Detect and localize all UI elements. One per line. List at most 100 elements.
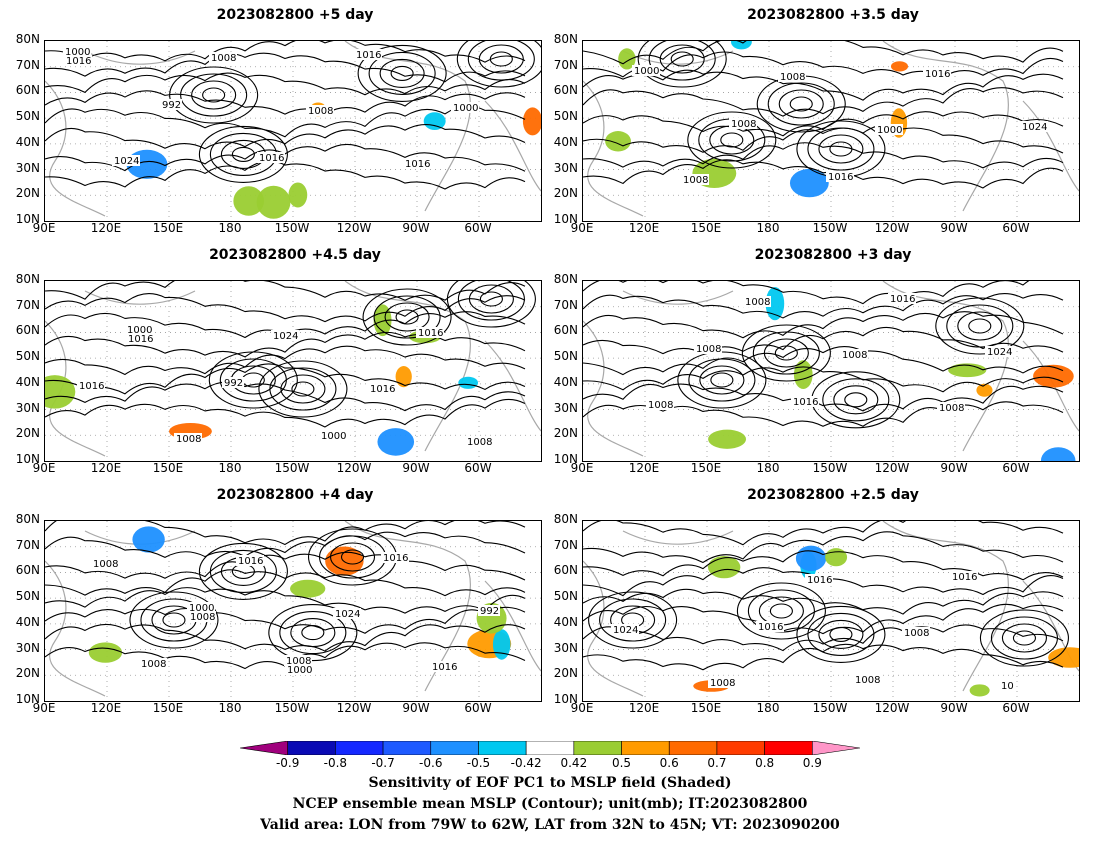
contour-label: 1016	[952, 572, 977, 583]
contour-label: 1008	[467, 437, 492, 448]
panel-title-1: 2023082800 +5 day	[216, 7, 374, 23]
y-axis-label: 70N	[553, 297, 578, 312]
panel-title-2: 2023082800 +3.5 day	[747, 7, 919, 23]
x-axis-label: 150E	[690, 461, 722, 475]
contour-label: 1000	[189, 603, 214, 614]
contour-label: 1008	[286, 656, 311, 667]
colorbar-tick-label: 0.9	[802, 756, 822, 770]
x-axis-label: 120E	[90, 701, 122, 715]
colorbar-swatch	[668, 741, 718, 755]
y-axis-label: 60N	[15, 323, 40, 338]
x-axis-label: 90W	[940, 461, 968, 475]
mslp-contours	[583, 41, 1064, 189]
x-axis-label: 150W	[812, 701, 848, 715]
y-axis-label: 70N	[15, 297, 40, 312]
y-axis-label: 80N	[553, 512, 578, 526]
coastline	[583, 521, 1079, 697]
y-axis-label: 20N	[15, 426, 40, 441]
colorbar-tick-label: -0.5	[466, 756, 491, 770]
y-axis-label: 40N	[15, 134, 40, 149]
grid	[583, 281, 1079, 461]
map-svg-6: 1016 1008 1016 1024 1008 1016 1008 10	[583, 521, 1079, 701]
y-axis-label: 50N	[15, 589, 40, 604]
x-axis-label: 60W	[464, 701, 492, 715]
y-axis-label: 80N	[15, 512, 40, 526]
grid	[45, 281, 541, 461]
y-axis-label: 80N	[553, 272, 578, 286]
y-axis-label: 50N	[553, 349, 578, 364]
y-axis-label: 30N	[553, 400, 578, 415]
contour-label: 1008	[141, 659, 166, 670]
map-svg-4: 1008 1016 1016 1024 1008 1008 1008 1008	[583, 281, 1079, 461]
x-axis-label: 180	[756, 701, 780, 715]
caption-line-1: Sensitivity of EOF PC1 to MSLP field (Sh…	[368, 775, 732, 791]
contour-label: 992	[480, 606, 499, 617]
contour-label: 1008	[648, 400, 673, 411]
panel-title-3: 2023082800 +4.5 day	[209, 247, 381, 263]
y-axis-label: 20N	[15, 186, 40, 201]
x-axis-label: 150E	[152, 221, 184, 235]
x-axis-label: 150E	[690, 221, 722, 235]
colorbar-swatch	[478, 741, 527, 755]
x-axis-label: 120E	[90, 461, 122, 475]
x-axis-label: 60W	[464, 221, 492, 235]
colorbar-swatch	[812, 741, 860, 755]
y-axis-label: 30N	[15, 400, 40, 415]
x-axis-label: 90E	[32, 221, 56, 235]
colorbar-tick-label: 0.7	[707, 756, 727, 770]
contour-label: 1008	[93, 559, 118, 570]
contour-label: 1000	[287, 665, 312, 676]
x-axis-label: 60W	[1002, 221, 1030, 235]
x-axis-label: 90E	[570, 701, 594, 715]
y-axis-label: 10N	[553, 452, 578, 466]
x-axis-label: 90W	[402, 461, 430, 475]
x-axis-label: 150W	[812, 221, 848, 235]
contour-label: 1008	[939, 403, 964, 414]
contour-label: 1016	[418, 328, 443, 339]
contour-label: 1016	[807, 575, 832, 586]
colorbar-swatch	[621, 741, 670, 755]
colorbar-swatch	[430, 741, 479, 755]
contour-label: 1016	[890, 294, 915, 305]
y-axis-label: 40N	[553, 614, 578, 629]
contour-label: 1016	[370, 384, 395, 395]
colorbar-swatch	[335, 741, 384, 755]
map-panel-1: 1000 992 1016 1016 1000 1024 1008 1008 1016 1016	[44, 40, 542, 222]
x-axis-label: 90W	[402, 221, 430, 235]
y-axis-label: 20N	[553, 666, 578, 681]
contour-label: 1024	[987, 347, 1012, 358]
mslp-contours	[583, 521, 1069, 671]
contour-label: 992	[162, 100, 181, 111]
x-axis-label: 120E	[628, 701, 660, 715]
x-axis-label: 180	[218, 221, 242, 235]
colorbar-swatch	[287, 741, 336, 755]
panel-title-4: 2023082800 +3 day	[754, 247, 912, 263]
contour-label: 1000	[634, 66, 659, 77]
contour-label: 1008	[780, 72, 805, 83]
colorbar-tick-label: -0.7	[371, 756, 395, 770]
colorbar-tick-label: -0.42	[510, 756, 542, 770]
x-axis-label: 90E	[570, 461, 594, 475]
y-axis-label: 80N	[15, 32, 40, 46]
x-axis-label: 120W	[336, 221, 372, 235]
contour-label: 1008	[745, 297, 770, 308]
contour-label: 1016	[758, 622, 783, 633]
contour-label: 1016	[128, 334, 153, 345]
x-axis-label: 150W	[274, 701, 310, 715]
y-axis-label: 80N	[553, 32, 578, 46]
map-panel-3: 1000 992 1000 1016 1016 1008 1024 1016 1008 1016	[44, 280, 542, 462]
y-axis-label: 10N	[15, 212, 40, 226]
x-axis-label: 180	[218, 461, 242, 475]
x-axis-label: 150W	[274, 461, 310, 475]
contour-label: 1016	[238, 556, 263, 567]
y-axis-label: 30N	[553, 160, 578, 175]
contour-label: 1016	[432, 662, 457, 673]
contour-label: 1016	[793, 397, 818, 408]
map-svg-5: 1000100810169921008101610241016100810081…	[45, 521, 541, 701]
contour-label: 1000	[453, 103, 478, 114]
colorbar-tick-label: -0.9	[275, 756, 300, 770]
contour-label: 1000	[877, 125, 902, 136]
contour-label: 1024	[1022, 122, 1047, 133]
